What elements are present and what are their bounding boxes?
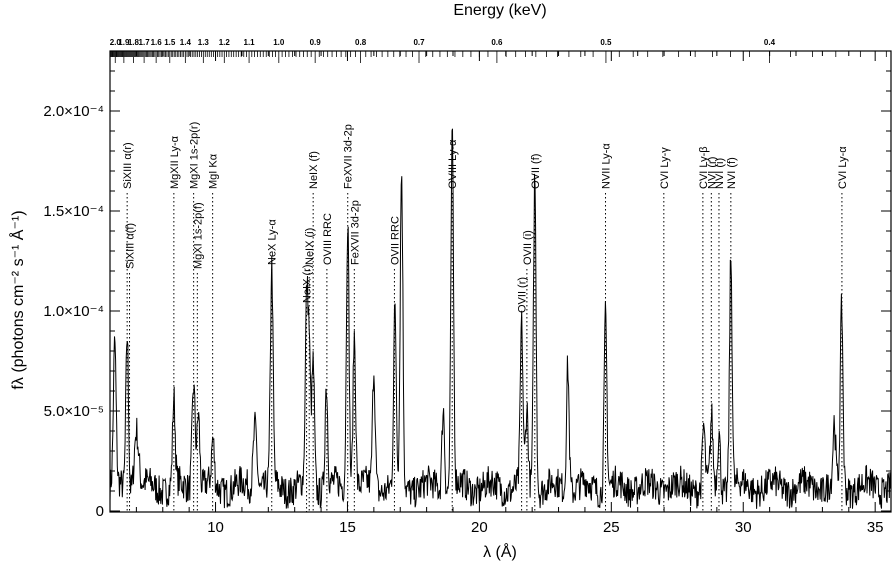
line-identifications: SiXIII α(r) SiXIII α(f) MgXII Ly-α MgXI 1s-… (122, 122, 849, 512)
line-id-label: NVI (i) (714, 158, 726, 189)
line-id-label: NVI (r) (706, 157, 718, 189)
spectrum-line (109, 128, 892, 509)
energy-tick-label: 1.7 (139, 38, 151, 47)
line-id-label: OVII (f) (530, 154, 542, 189)
x-tick-label: 20 (471, 519, 488, 536)
energy-tick-label: 0.6 (491, 38, 503, 47)
energy-tick-label: 1.9 (118, 38, 130, 47)
line-id-label: NVI (f) (726, 157, 738, 189)
energy-tick-label: 0.8 (355, 38, 367, 47)
plot-frame (109, 50, 892, 513)
plot-border (109, 50, 892, 513)
energy-tick-label: 1.0 (273, 38, 285, 47)
top-axis-title: Energy (keV) (453, 2, 546, 19)
line-id-label: CVI Ly-γ (659, 147, 671, 189)
line-id-label: OVII (i) (522, 230, 534, 265)
line-id-label: MgXI 1s-2p(r) (189, 122, 201, 189)
energy-tick-label: 1.2 (219, 38, 231, 47)
energy-tick-label: 0.7 (413, 38, 425, 47)
line-id-label: NeIX (i) (304, 228, 316, 265)
line-id-label: SiXIII α(r) (122, 142, 134, 189)
line-id-label: CVI Ly-α (837, 146, 849, 189)
energy-tick-label: 1.5 (164, 38, 176, 47)
line-id-label: NeIX (f) (308, 151, 320, 189)
line-id-label: OVII (r) (517, 277, 529, 313)
energy-tick-label: 1.3 (198, 38, 210, 47)
line-id-label: NVII Ly-α (601, 143, 613, 189)
energy-tick-label: 0.4 (764, 38, 776, 47)
y-tick-label: 2.0×10⁻⁴ (43, 103, 104, 120)
energy-tick-label: 2.0 (110, 38, 122, 47)
x-axis-title: λ (Å) (483, 542, 517, 561)
line-id-label: MgI Kα (208, 153, 220, 189)
energy-axis: 2.01.91.8 1.7 1.6 1.5 1.4 1.3 1.2 1.1 1.0 0.9 0.8 0… (110, 38, 887, 63)
energy-tick-label: 1.6 (151, 38, 163, 47)
line-id-label: OVII RRC (389, 216, 401, 265)
line-id-label: FeXVII 3d-2p (349, 200, 361, 265)
energy-tick-label: 0.5 (600, 38, 612, 47)
y-tick-label: 1.0×10⁻⁴ (43, 303, 104, 320)
y-tick-label: 5.0×10⁻⁵ (44, 403, 104, 420)
energy-tick-label: 1.1 (244, 38, 256, 47)
y-tick-label: 1.5×10⁻⁴ (43, 203, 104, 220)
line-id-label: NeX Ly-α (267, 219, 279, 265)
x-tick-label: 35 (867, 519, 884, 536)
x-tick-label: 10 (207, 519, 224, 536)
line-id-label: MgXI 1s-2p(f) (192, 202, 204, 269)
line-id-label: OVIII RRC (322, 213, 334, 265)
line-id-label: SiXIII α(f) (125, 223, 137, 269)
y-tick-label: 0 (96, 503, 104, 520)
x-axis: 10 15 20 25 30 35 (109, 51, 884, 536)
energy-tick-label: 0.9 (310, 38, 322, 47)
energy-tick-label: 1.4 (180, 38, 192, 47)
y-axis-title: fλ (photons cm⁻² s⁻¹ Å⁻¹) (8, 210, 27, 389)
x-tick-label: 15 (339, 519, 356, 536)
energy-tick-label: 1.8 (128, 38, 140, 47)
spectrum-series (109, 128, 892, 509)
line-id-label: CVI Ly-β (698, 146, 710, 189)
line-id-label: MgXII Ly-α (169, 135, 181, 189)
y-axis: 0 5.0×10⁻⁵ 1.0×10⁻⁴ 1.5×10⁻⁴ 2.0×10⁻⁴ (43, 50, 891, 520)
line-id-label: FeXVII 3d-2p (343, 124, 355, 189)
x-tick-label: 25 (603, 519, 620, 536)
x-tick-label: 30 (735, 519, 752, 536)
